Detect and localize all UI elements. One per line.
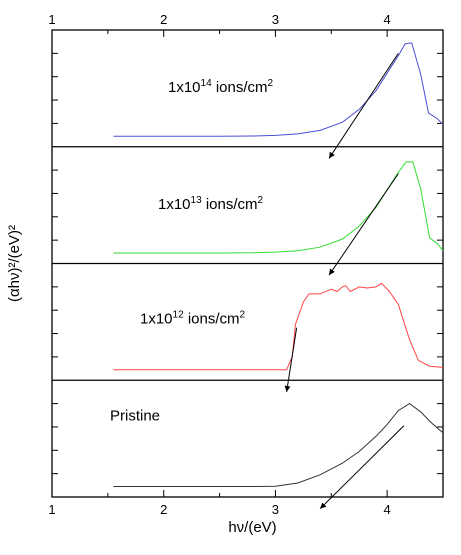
x-tick-label-bottom: 1 [48,502,55,517]
x-tick-label-bottom: 3 [272,502,279,517]
curves-group [113,42,444,510]
x-tick-label-bottom: 2 [160,502,167,517]
panel-1e13-tangent-line [328,173,399,276]
label-part: 1x10 [168,79,201,96]
label-part: ions/cm [184,311,240,328]
label-part: 14 [201,78,213,89]
label-part: 13 [191,195,203,206]
panel-1e12-tangent-line [284,327,298,393]
label-part: 1x10 [158,196,191,213]
panel-1e14-label: 1x1014 ions/cm2 [168,78,274,96]
panel-1e12-label: 1x1012 ions/cm2 [140,310,246,328]
x-tick-label-top: 4 [384,12,391,27]
x-tick-label-top: 3 [272,12,279,27]
panel-pristine-label: Pristine [110,407,160,424]
label-part: 2 [268,78,274,89]
label-part: ions/cm [202,196,258,213]
x-tick-label-top: 1 [48,12,55,27]
label-part: 2 [258,195,264,206]
label-part: ions/cm [212,79,268,96]
label-part: 2 [240,310,246,321]
panel-1e13-series-line [113,161,444,254]
x-axis-label: hν/(eV) [228,519,276,536]
panel-1e14-tangent-line [328,53,399,159]
x-tick-label-top: 2 [160,12,167,27]
panel-pristine-tangent-line [319,425,405,510]
label-part: 1x10 [140,311,173,328]
panel-1e12-series-line [113,282,444,371]
panel-1e14-series-line [113,42,444,137]
y-axis-label: (αhν)²/(eV)² [6,225,23,302]
chart-frame [51,29,444,498]
panel-pristine-series-line [113,402,444,487]
label-part: 12 [173,310,185,321]
x-tick-label-bottom: 4 [384,502,391,517]
panel-1e13-label: 1x1013 ions/cm2 [158,195,264,213]
